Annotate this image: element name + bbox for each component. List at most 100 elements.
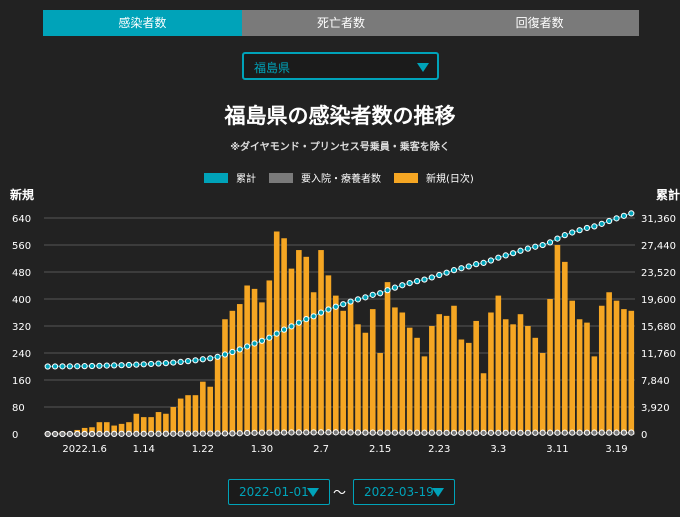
point-hospitalized [96, 430, 103, 438]
bar-new-daily [576, 319, 583, 434]
bar-new-daily [613, 300, 620, 434]
legend-item-new-daily[interactable]: 新規(日次) [394, 170, 474, 185]
bar-new-daily [148, 417, 154, 434]
left-tick-label: 480 [12, 268, 31, 279]
point-hospitalized [184, 430, 192, 437]
point-cumulative [155, 360, 162, 367]
point-hospitalized [125, 430, 133, 437]
point-cumulative [510, 250, 517, 257]
end-date-select[interactable]: 2022-03-19 [353, 479, 455, 505]
bar-new-daily [244, 285, 250, 434]
left-tick-label: 400 [12, 295, 31, 306]
point-cumulative [606, 217, 613, 225]
start-date-select[interactable]: 2022-01-01 [228, 479, 330, 505]
point-cumulative [140, 361, 147, 368]
bar-new-daily [104, 422, 110, 434]
bar-new-daily [288, 268, 295, 434]
point-hospitalized [487, 429, 495, 436]
point-hospitalized [273, 429, 280, 436]
point-hospitalized [628, 429, 635, 436]
legend-item-cumulative[interactable]: 累計 [204, 170, 256, 185]
bar-new-daily [192, 395, 199, 434]
point-hospitalized [155, 430, 162, 437]
bar-new-daily [539, 353, 546, 434]
right-tick-label: 31,360 [641, 214, 676, 225]
point-hospitalized [229, 430, 236, 437]
bar-new-daily [369, 309, 376, 434]
point-hospitalized [413, 429, 421, 436]
tab-infections[interactable]: 感染者数 [43, 10, 242, 36]
point-hospitalized [443, 429, 450, 436]
point-cumulative [310, 313, 317, 320]
point-cumulative [74, 363, 81, 370]
point-hospitalized [606, 429, 613, 436]
legend-item-hospitalized[interactable]: 要入院・療養者数 [269, 170, 381, 185]
point-cumulative [517, 247, 524, 254]
point-cumulative [229, 348, 236, 356]
point-hospitalized [317, 429, 325, 436]
point-hospitalized [51, 430, 59, 438]
point-cumulative [288, 323, 295, 330]
right-tick-label: 19,600 [641, 295, 676, 306]
point-hospitalized [59, 430, 66, 438]
bar-new-daily [347, 300, 354, 434]
point-cumulative [118, 362, 125, 369]
point-hospitalized [428, 429, 435, 436]
bar-new-daily [584, 322, 590, 434]
tab-recoveries[interactable]: 回復者数 [440, 10, 640, 36]
legend-label-hospitalized: 要入院・療養者数 [301, 174, 381, 185]
point-hospitalized [162, 430, 169, 437]
point-cumulative [184, 358, 192, 365]
point-hospitalized [546, 429, 554, 436]
bar-new-daily [185, 395, 191, 434]
bar-new-daily [628, 310, 635, 434]
point-hospitalized [354, 429, 362, 436]
bar-new-daily [340, 310, 346, 434]
point-hospitalized [103, 430, 110, 437]
x-tick-label: 2.7 [313, 444, 329, 455]
point-hospitalized [148, 430, 155, 437]
point-cumulative [51, 363, 59, 370]
bar-new-daily [532, 337, 539, 434]
point-cumulative [480, 259, 487, 267]
point-hospitalized [539, 429, 546, 436]
bar-new-daily [362, 332, 369, 434]
point-hospitalized [295, 429, 302, 436]
chart-title: 福島県の感染者数の推移 [224, 104, 456, 128]
point-cumulative [458, 265, 465, 272]
point-hospitalized [340, 429, 347, 436]
point-cumulative [295, 319, 302, 326]
point-cumulative [325, 306, 332, 313]
x-tick-label: 1.30 [251, 444, 273, 455]
point-hospitalized [510, 429, 517, 436]
bar-new-daily [333, 295, 339, 434]
tab-bar: 感染者数 死亡者数 回復者数 [43, 10, 640, 36]
point-hospitalized [44, 430, 51, 438]
point-hospitalized [325, 429, 332, 436]
point-cumulative [111, 362, 118, 369]
point-cumulative [170, 359, 177, 366]
point-cumulative [347, 298, 354, 305]
tab-deaths[interactable]: 死亡者数 [241, 10, 441, 36]
point-hospitalized [502, 429, 509, 436]
chart-legend: 累計 要入院・療養者数 新規(日次) [204, 170, 474, 185]
point-cumulative [317, 309, 325, 316]
point-cumulative [340, 301, 347, 308]
bar-new-daily [296, 250, 302, 434]
x-tick-label: 3.19 [605, 444, 627, 455]
point-hospitalized [199, 430, 206, 437]
point-cumulative [81, 363, 88, 370]
chevron-down-icon [307, 488, 319, 497]
point-cumulative [148, 360, 155, 368]
point-hospitalized [362, 429, 369, 436]
bar-new-daily [547, 299, 553, 434]
right-tick-label: 3,920 [641, 403, 670, 414]
left-tick-label: 0 [12, 430, 18, 441]
prefecture-select[interactable]: 福島県 [242, 52, 439, 80]
point-hospitalized [377, 429, 384, 436]
bar-new-daily [406, 327, 413, 434]
bar-new-daily [473, 320, 479, 434]
bar-new-daily [495, 295, 502, 434]
point-cumulative [258, 337, 266, 344]
end-date-value: 2022-03-19 [364, 485, 434, 499]
